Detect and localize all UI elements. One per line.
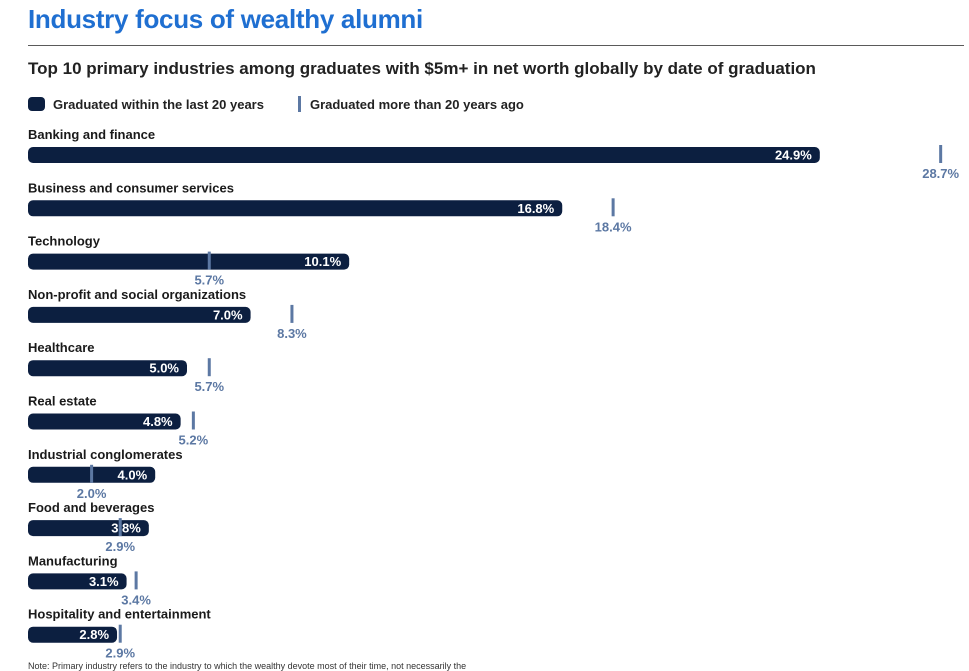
legend-label-older: Graduated more than 20 years ago	[309, 96, 524, 112]
legend-marker-older	[297, 96, 301, 112]
category-label: Business and consumer services	[28, 180, 234, 195]
bar-recent	[28, 360, 187, 377]
data-label-recent: 4.8%	[143, 414, 173, 429]
category-label: Real estate	[28, 394, 97, 409]
marker-older	[118, 518, 122, 537]
category-label: Healthcare	[28, 340, 94, 355]
marker-older	[611, 198, 615, 217]
marker-older	[191, 411, 195, 430]
data-label-recent: 10.1%	[304, 254, 341, 269]
chart-subtitle: Top 10 primary industries among graduate…	[28, 59, 816, 78]
category-label: Food and beverages	[28, 500, 154, 515]
data-label-recent: 7.0%	[213, 307, 243, 322]
category-label: Manufacturing	[28, 553, 118, 568]
data-label-older: 5.7%	[194, 273, 224, 288]
data-label-recent: 3.1%	[89, 574, 119, 589]
data-label-recent: 5.0%	[149, 361, 179, 376]
category-label: Non-profit and social organizations	[28, 287, 246, 302]
data-label-recent: 2.8%	[79, 627, 109, 642]
data-label-recent: 16.8%	[517, 201, 554, 216]
bar-recent	[28, 573, 127, 590]
legend-swatch-recent	[28, 97, 45, 111]
data-label-recent: 4.0%	[118, 467, 148, 482]
bar-recent	[28, 200, 563, 217]
legend-label-recent: Graduated within the last 20 years	[53, 96, 264, 112]
data-label-older: 18.4%	[595, 219, 632, 234]
legend: Graduated within the last 20 years Gradu…	[28, 95, 524, 113]
category-label: Hospitality and entertainment	[28, 607, 211, 622]
data-label-older: 28.7%	[922, 166, 959, 181]
category-label: Technology	[28, 234, 101, 249]
bar-recent	[28, 147, 820, 163]
data-label-older: 5.2%	[179, 433, 209, 448]
bar-recent	[28, 520, 149, 537]
data-label-older: 2.9%	[105, 539, 135, 554]
footnote: Note: Primary industry refers to the ind…	[28, 661, 467, 671]
bar-recent	[28, 413, 181, 430]
data-label-older: 5.7%	[194, 379, 224, 394]
marker-older	[134, 571, 138, 590]
marker-older	[90, 464, 94, 483]
bar-recent	[28, 306, 251, 323]
data-label-recent: 3.8%	[111, 521, 141, 536]
category-label: Banking and finance	[28, 127, 155, 142]
data-label-older: 8.3%	[277, 326, 307, 341]
marker-older	[290, 304, 294, 323]
bar-recent	[28, 626, 118, 643]
marker-older	[118, 624, 122, 643]
marker-older	[207, 358, 211, 377]
data-label-older: 2.9%	[105, 646, 135, 661]
chart-title: Industry focus of wealthy alumni	[28, 4, 423, 34]
marker-older	[939, 145, 943, 163]
data-label-older: 2.0%	[77, 486, 107, 501]
marker-older	[207, 251, 211, 270]
title-divider	[28, 45, 964, 46]
bar-recent	[28, 253, 350, 270]
data-label-recent: 24.9%	[775, 148, 812, 163]
data-label-older: 3.4%	[121, 592, 151, 607]
category-label: Industrial conglomerates	[28, 447, 183, 462]
